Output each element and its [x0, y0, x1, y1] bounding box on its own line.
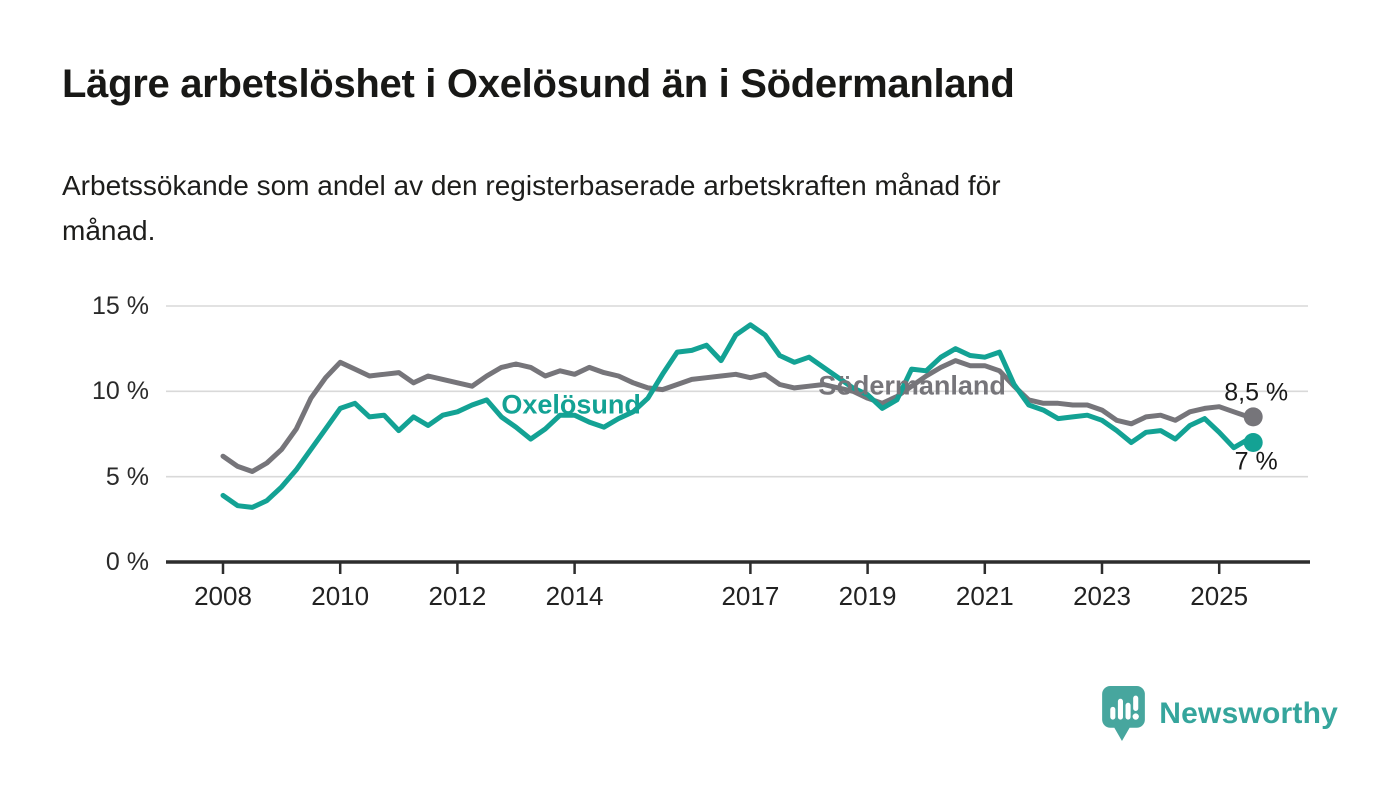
- x-axis-tick-label: 2021: [955, 581, 1014, 611]
- y-axis-tick-label: 10 %: [92, 377, 149, 406]
- x-axis-tick-label: 2010: [311, 581, 370, 611]
- x-axis-tick-label: 2008: [194, 581, 252, 611]
- end-value-label-oxelösund: 7 %: [1234, 447, 1278, 476]
- x-axis-tick-label: 2012: [428, 581, 487, 611]
- series-label-södermanland: Södermanland: [818, 370, 1006, 401]
- chart-title: Lägre arbetslöshet i Oxelösund än i Söde…: [62, 62, 1015, 106]
- chart-subtitle: Arbetssökande som andel av den registerb…: [62, 163, 1001, 253]
- y-axis-tick-label: 5 %: [105, 462, 149, 491]
- x-axis-tick-label: 2025: [1190, 581, 1249, 611]
- y-axis-tick-label: 0 %: [105, 548, 149, 576]
- newsworthy-logo-text: Newsworthy: [1159, 697, 1338, 730]
- x-axis-tick-label: 2017: [721, 581, 780, 611]
- y-axis-tick-label: 15 %: [92, 291, 149, 320]
- subtitle-line-1: Arbetssökande som andel av den registerb…: [62, 170, 1001, 201]
- series-label-oxelösund: Oxelösund: [501, 389, 641, 420]
- x-axis-tick-label: 2023: [1073, 581, 1131, 611]
- x-axis-tick-label: 2019: [838, 581, 897, 611]
- newsworthy-logo-icon: [1102, 686, 1146, 741]
- x-axis-tick-label: 2014: [545, 581, 604, 611]
- subtitle-line-2: månad.: [62, 215, 156, 246]
- newsworthy-brand: Newsworthy: [1101, 684, 1338, 744]
- end-value-label-södermanland: 8,5 %: [1224, 378, 1289, 407]
